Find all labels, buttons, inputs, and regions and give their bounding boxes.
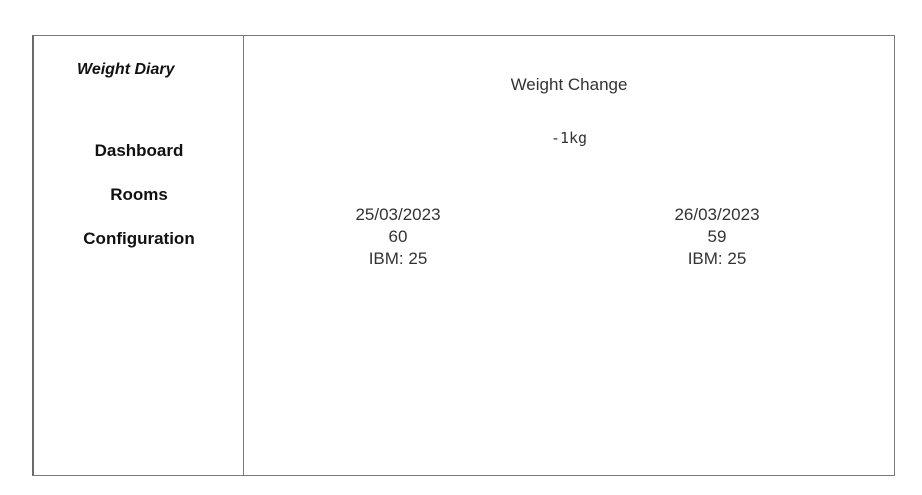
weight-entry: 25/03/2023 60 IBM: 25	[298, 204, 498, 270]
entry-ibm: IBM: 25	[687, 249, 747, 268]
main-content: Weight Change -1kg 25/03/2023 60 IBM: 25…	[244, 36, 894, 475]
weight-entry: 26/03/2023 59 IBM: 25	[617, 204, 817, 270]
nav-item-configuration[interactable]: Configuration	[83, 229, 195, 248]
entry-date: 26/03/2023	[674, 205, 760, 224]
sidebar: Weight Diary Dashboard Rooms Configurati…	[34, 36, 244, 475]
entry-date: 25/03/2023	[355, 205, 441, 224]
app-title: Weight Diary	[77, 61, 175, 78]
nav-item-dashboard[interactable]: Dashboard	[94, 141, 184, 160]
entry-ibm: IBM: 25	[368, 249, 428, 268]
nav-item-rooms[interactable]: Rooms	[110, 185, 168, 204]
weight-change-value: -1kg	[550, 129, 588, 147]
entry-weight: 59	[707, 227, 727, 246]
entry-weight: 60	[388, 227, 408, 246]
weight-change-label: Weight Change	[510, 75, 628, 94]
app-frame: Weight Diary Dashboard Rooms Configurati…	[32, 35, 895, 476]
